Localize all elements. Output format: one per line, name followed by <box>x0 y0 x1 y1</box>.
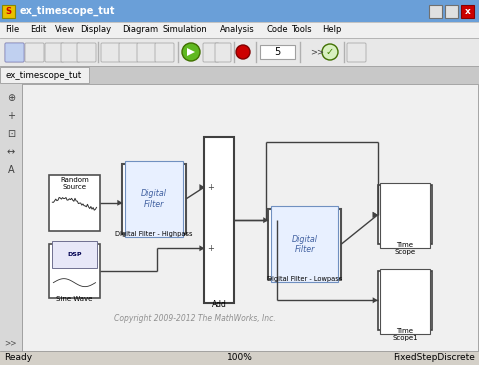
Bar <box>380 184 431 248</box>
Text: >>: >> <box>5 338 17 347</box>
Bar <box>0 84 22 351</box>
Text: 5: 5 <box>274 47 280 57</box>
Polygon shape <box>373 297 377 303</box>
Text: >>: >> <box>310 47 324 57</box>
Text: Time
Scope1: Time Scope1 <box>392 328 418 341</box>
Text: S: S <box>5 7 11 16</box>
Text: Digital Filter - Highpass: Digital Filter - Highpass <box>115 231 193 237</box>
FancyBboxPatch shape <box>77 43 96 62</box>
Text: +: + <box>207 244 214 253</box>
Text: +: + <box>7 111 15 121</box>
Text: Time
Scope: Time Scope <box>395 242 416 255</box>
Polygon shape <box>199 245 205 251</box>
Text: File: File <box>5 26 19 35</box>
Text: Random
Source: Random Source <box>60 177 89 190</box>
Text: Display: Display <box>80 26 112 35</box>
Text: ✓: ✓ <box>326 47 334 57</box>
Polygon shape <box>199 184 205 190</box>
Text: Ready: Ready <box>4 353 32 362</box>
Polygon shape <box>373 212 377 218</box>
Bar <box>49 175 100 231</box>
FancyBboxPatch shape <box>101 43 120 62</box>
Text: Analysis: Analysis <box>220 26 254 35</box>
FancyBboxPatch shape <box>5 43 24 62</box>
Text: x: x <box>465 7 470 16</box>
Polygon shape <box>187 48 195 56</box>
FancyBboxPatch shape <box>61 43 80 62</box>
Text: Tools: Tools <box>291 26 312 35</box>
Text: 100%: 100% <box>227 353 252 362</box>
Text: +: + <box>207 182 214 192</box>
Bar <box>445 5 458 18</box>
Text: ⊡: ⊡ <box>7 129 15 139</box>
Bar <box>125 161 183 237</box>
FancyBboxPatch shape <box>203 43 219 62</box>
FancyBboxPatch shape <box>119 43 138 62</box>
Text: Diagram: Diagram <box>122 26 158 35</box>
Bar <box>0 38 479 66</box>
FancyBboxPatch shape <box>137 43 156 62</box>
Polygon shape <box>117 200 122 206</box>
FancyBboxPatch shape <box>25 43 44 62</box>
Circle shape <box>236 45 250 59</box>
Polygon shape <box>263 217 268 223</box>
Circle shape <box>322 44 338 60</box>
Text: Code: Code <box>266 26 288 35</box>
Text: ex_timescope_tut: ex_timescope_tut <box>20 6 115 16</box>
Bar <box>205 137 234 303</box>
Text: FixedStepDiscrete: FixedStepDiscrete <box>393 353 475 362</box>
Bar <box>271 207 338 282</box>
Text: Sine Wave: Sine Wave <box>56 296 92 301</box>
Bar <box>2 5 15 18</box>
Text: Digital
Filter: Digital Filter <box>141 189 167 208</box>
Text: Digital
Filter: Digital Filter <box>292 234 318 254</box>
Bar <box>0 0 479 22</box>
Text: Help: Help <box>322 26 341 35</box>
FancyBboxPatch shape <box>45 43 64 62</box>
Bar <box>429 5 442 18</box>
FancyBboxPatch shape <box>347 43 366 62</box>
Bar <box>0 66 479 84</box>
Text: ↔: ↔ <box>7 147 15 157</box>
Circle shape <box>182 43 200 61</box>
Bar <box>377 271 433 330</box>
Bar <box>377 185 433 244</box>
Polygon shape <box>373 212 377 218</box>
FancyBboxPatch shape <box>155 43 174 62</box>
FancyBboxPatch shape <box>0 68 90 84</box>
Bar <box>22 84 478 351</box>
FancyBboxPatch shape <box>215 43 231 62</box>
Text: ⊕: ⊕ <box>7 93 15 103</box>
FancyBboxPatch shape <box>5 43 24 62</box>
Bar <box>0 22 479 38</box>
Text: Simulation: Simulation <box>163 26 207 35</box>
Bar <box>461 5 474 18</box>
Text: Edit: Edit <box>30 26 46 35</box>
Text: Add: Add <box>212 300 227 309</box>
Bar <box>380 269 431 334</box>
Bar <box>0 351 479 365</box>
Bar <box>122 164 186 234</box>
Text: A: A <box>8 165 14 175</box>
Text: Copyright 2009-2012 The MathWorks, Inc.: Copyright 2009-2012 The MathWorks, Inc. <box>114 315 276 323</box>
Bar <box>260 45 295 59</box>
Bar <box>268 210 341 279</box>
Bar <box>52 241 97 268</box>
Text: Digital Filter - Lowpass: Digital Filter - Lowpass <box>267 276 342 282</box>
Text: ex_timescope_tut: ex_timescope_tut <box>6 70 82 80</box>
Text: DSP: DSP <box>67 252 82 257</box>
Text: View: View <box>56 26 76 35</box>
Bar <box>49 244 100 297</box>
